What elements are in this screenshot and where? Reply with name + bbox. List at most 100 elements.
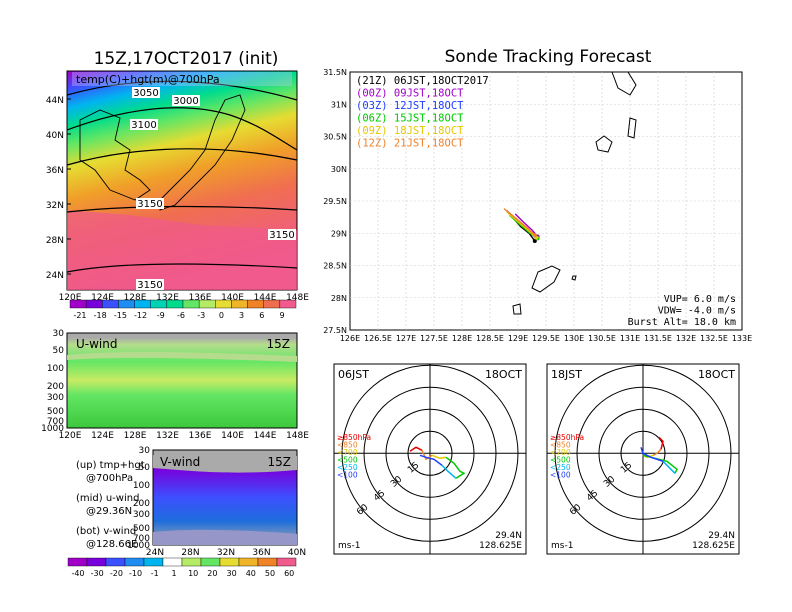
- hodo-unit: ms-1: [551, 541, 573, 551]
- wind-colorbar-label: 60: [284, 569, 294, 578]
- uwind-lon-tick: 144E: [254, 431, 277, 441]
- track-legend-entry: (21Z) 06JST,18OCT2017: [356, 75, 489, 87]
- uwind-p-tick: 200: [47, 382, 64, 392]
- hodo-lon: 128.625E: [479, 541, 522, 551]
- track-lon-tick: 132.5E: [700, 334, 728, 343]
- wind-colorbar-label: -1: [151, 569, 159, 578]
- contour-label: 3150: [137, 199, 162, 210]
- vwind-lat-tick: 32N: [217, 548, 235, 558]
- track-lon-tick: 131.5E: [644, 334, 672, 343]
- track-lat-tick: 30N: [331, 165, 347, 174]
- temp-colorbar-label: -18: [94, 311, 107, 320]
- vwind-label: V-wind: [160, 455, 200, 469]
- map-lon-tick: 136E: [189, 293, 212, 303]
- track-legend-entry: (03Z) 12JST,18OCT: [356, 100, 464, 112]
- track-lat-tick: 31N: [331, 100, 347, 109]
- hodo-trace: [421, 449, 433, 461]
- map-lon-tick: 124E: [91, 293, 114, 303]
- track-lon-tick: 129E: [508, 334, 528, 343]
- track-lon-tick: 127E: [396, 334, 416, 343]
- track-panel: 31.5N 31N 30.5N 30N 29.5N 29N 28.5N 28N 27.5N 12…: [323, 68, 752, 343]
- vwind-lat-tick: 28N: [181, 548, 199, 558]
- uwind-time: 15Z: [267, 337, 291, 351]
- wind-colorbar-label: -20: [110, 569, 123, 578]
- hodo-trace: [658, 436, 664, 450]
- track-lat-tick: 31.5N: [323, 68, 347, 77]
- track-lat-tick: 27.5N: [323, 326, 347, 335]
- track-lat-tick: 29N: [331, 229, 347, 238]
- hodo-trace: [652, 448, 662, 456]
- uwind-p-tick: 700: [47, 417, 64, 427]
- hodo-date: 18OCT: [698, 368, 735, 381]
- map-lon-tick: 148E: [286, 293, 309, 303]
- uwind-p-tick: 50: [53, 346, 65, 356]
- vwind-p-tick: 700: [133, 534, 150, 544]
- wind-colorbar-label: 40: [246, 569, 256, 578]
- track-lon-tick: 130E: [564, 334, 584, 343]
- temp-colorbar-label: -3: [197, 311, 205, 320]
- hodo-time: 06JST: [338, 368, 369, 381]
- temp-colorbar-label: -15: [114, 311, 127, 320]
- temp-colorbar-label: 6: [259, 311, 264, 320]
- hodo-level: <100: [337, 471, 358, 480]
- vwind-p-tick: 100: [133, 481, 150, 491]
- uwind-lon-tick: 132E: [156, 431, 179, 441]
- map-lat-tick: 36N: [46, 166, 64, 176]
- track-endpoint: [532, 233, 537, 238]
- track-lon-tick: 129.5E: [532, 334, 560, 343]
- hodo-level: <700: [550, 448, 571, 457]
- left-title: 15Z,17OCT2017 (init): [94, 49, 279, 69]
- track-param: VUP= 6.0 m/s: [664, 294, 736, 305]
- track-series-line: [506, 211, 537, 239]
- hodo-lon: 128.625E: [692, 541, 735, 551]
- track-lon-tick: 132E: [676, 334, 696, 343]
- contour-label: 3000: [173, 96, 198, 107]
- hodo-level: <700: [337, 448, 358, 457]
- vwind-p-tick: 30: [139, 446, 151, 456]
- track-lon-tick: 128E: [452, 334, 472, 343]
- track-legend-entry: (09Z) 18JST,18OCT: [356, 125, 464, 137]
- vwind-p-tick: 50: [139, 463, 151, 473]
- track-legend-entry: (06Z) 15JST,18OCT: [356, 113, 464, 125]
- map-panel: temp(C)+hgt(m)@700hPa 3050 3000 3100 3150 31…: [46, 70, 309, 303]
- temp-colorbar: -21 -18 -15 -12 -9 -6 -3 0 3 6 9: [69, 299, 297, 320]
- vwind-p-tick: 300: [133, 510, 150, 520]
- hodo-level: <250: [337, 463, 358, 472]
- panel-notes: (up) tmp+hgt @700hPa (mid) u-wind @29.36N (b…: [76, 460, 145, 550]
- temp-colorbar-label: 0: [219, 311, 224, 320]
- temp-colorbar-label: -12: [134, 311, 147, 320]
- track-lon-tick: 130.5E: [588, 334, 616, 343]
- track-lat-tick: 28.5N: [323, 262, 347, 271]
- hodo-trace: [419, 454, 443, 466]
- vwind-time: 15Z: [268, 455, 292, 469]
- map-lat-tick: 24N: [46, 271, 64, 281]
- map-lon-tick: 144E: [254, 293, 277, 303]
- wind-colorbar-label: 20: [207, 569, 217, 578]
- uwind-lon-tick: 140E: [221, 431, 244, 441]
- hodo-lat: 29.4N: [708, 531, 735, 541]
- note-line-b: @700hPa: [86, 473, 133, 484]
- right-title: Sonde Tracking Forecast: [445, 47, 652, 67]
- contour-label: 3100: [131, 120, 156, 131]
- temp-colorbar-label: -9: [157, 311, 165, 320]
- uwind-lon-tick: 124E: [91, 431, 114, 441]
- map-lon-tick: 132E: [156, 293, 179, 303]
- temp-colorbar-label: 3: [239, 311, 244, 320]
- note-line-b: @128.66E: [86, 539, 137, 550]
- note-line-a: (up) tmp+hgt: [76, 460, 145, 471]
- hodo-trace: [662, 460, 676, 474]
- track-lon-tick: 126.5E: [364, 334, 392, 343]
- hodo-trace: [431, 454, 447, 460]
- uwind-p-tick: 500: [47, 407, 64, 417]
- map-lat-tick: 44N: [46, 96, 64, 106]
- wind-colorbar-label: 30: [227, 569, 237, 578]
- map-lon-tick: 128E: [124, 293, 147, 303]
- wind-colorbar-label: 10: [188, 569, 198, 578]
- contour-label: 3050: [133, 88, 158, 99]
- hodo-level: ≥850hPa: [337, 433, 371, 442]
- wind-colorbar-label: -40: [71, 569, 84, 578]
- track-lat-tick: 29.5N: [323, 197, 347, 206]
- map-lon-tick: 120E: [59, 293, 82, 303]
